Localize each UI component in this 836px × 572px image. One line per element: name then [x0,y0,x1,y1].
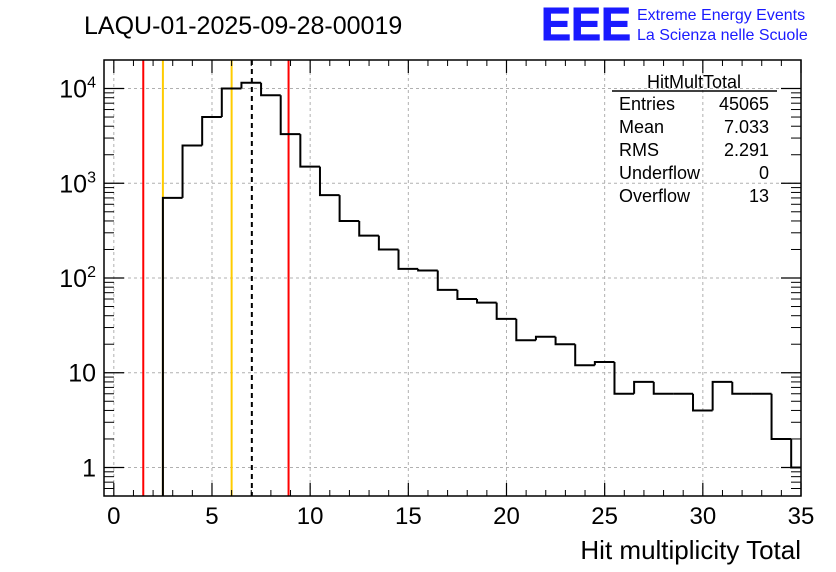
histogram-bar [711,380,733,411]
x-tick-label: 35 [788,503,815,530]
histogram-bar [201,116,222,146]
stats-row-label: Overflow [619,186,691,206]
y-tick-label: 104 [59,75,96,104]
stats-title: HitMultTotal [647,72,741,92]
histogram-bar [181,144,203,198]
x-axis-label: Hit multiplicity Total [580,535,801,565]
histogram-bar [299,134,320,168]
histogram-bar [652,381,674,395]
histogram-bar [476,299,497,304]
stats-row-value: 7.033 [724,117,769,137]
histogram-bar [692,393,713,412]
histogram-bar [770,393,792,440]
x-tick-label: 10 [297,503,324,530]
histogram-bar [456,289,478,301]
histogram-bars [161,81,801,496]
histogram-bar [318,166,340,197]
eee-logo: EEE Extreme Energy Events La Scienza nel… [541,0,808,51]
histogram-bar [240,81,262,89]
histogram-bar [279,95,301,136]
histogram-bar [534,335,556,341]
grid-lines [104,60,802,496]
histogram-bar [377,235,399,251]
histogram-bar [574,344,595,367]
chart-title: LAQU-01-2025-09-28-00019 [84,12,402,40]
histogram-bar [790,438,801,469]
histogram-bar [495,302,517,320]
x-tick-label: 25 [591,503,618,530]
y-tick-label: 102 [59,264,96,293]
y-tick-label: 10 [68,360,96,388]
y-tick-base: 10 [59,265,87,293]
y-tick-base: 10 [59,76,87,104]
eee-logo-text: EEE [541,0,631,50]
y-tick-label: 103 [59,169,96,198]
stats-row-value: 13 [749,186,769,206]
y-tick-exponent: 2 [87,264,96,281]
histogram-bar [436,270,458,291]
histogram-bar [161,196,183,496]
histogram-bar [593,360,615,366]
x-tick-label: 20 [493,503,520,530]
histogram-bar [260,82,281,97]
stats-row-label: Mean [619,117,664,137]
eee-logo-line2: La Scienza nelle Scuole [637,27,808,44]
histogram-bar [554,336,576,346]
stats-rows: Entries 45065 Mean 7.033 RMS 2.291 Underflow 0 O… [619,94,769,206]
y-tick-label: 1 [82,454,96,482]
histogram-bar [338,195,360,222]
y-tick-exponent: 3 [87,169,96,186]
y-tick-exponent: 4 [87,75,96,92]
x-tick-label: 30 [689,503,716,530]
histogram-bar [731,381,752,395]
x-tick-label: 5 [205,503,218,530]
histogram-bar [515,318,536,342]
x-axis-ticks: 0 5 10 15 20 25 30 35 [107,60,814,530]
stats-row-value: 0 [759,163,769,183]
histogram-bar [397,249,419,270]
y-tick-base: 10 [59,170,87,198]
x-tick-label: 15 [395,503,422,530]
stats-row-value: 2.291 [724,140,769,160]
histogram-bar [633,380,654,394]
stats-row-label: RMS [619,140,659,160]
x-tick-label: 0 [107,503,120,530]
histogram-bar [220,87,242,118]
stats-row-label: Underflow [619,163,701,183]
stats-box: HitMultTotal Entries 45065 Mean 7.033 RMS 2.2… [612,72,777,206]
stats-row-label: Entries [619,94,675,114]
histogram-bar [613,361,635,395]
stats-row-value: 45065 [719,94,769,114]
histogram-bar [358,220,379,237]
histogram-bar [417,268,438,272]
eee-logo-line1: Extreme Energy Events [637,7,805,24]
